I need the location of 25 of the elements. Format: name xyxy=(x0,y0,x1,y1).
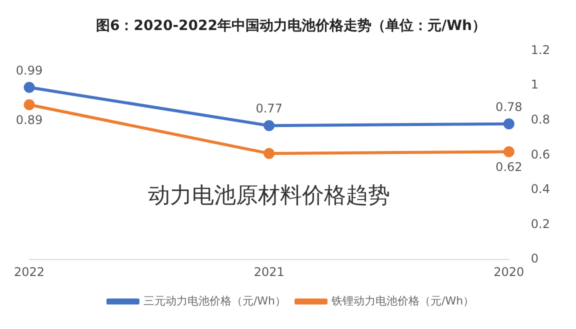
y-tick-label: 0.2 xyxy=(530,216,550,231)
y-tick-label: 1 xyxy=(530,78,539,92)
data-label: 0.62 xyxy=(496,160,522,174)
y-tick-label: 0.4 xyxy=(530,182,550,196)
data-label: 0.77 xyxy=(256,102,282,116)
data-label: 0.78 xyxy=(496,100,522,114)
y-tick-label: 0.6 xyxy=(530,147,550,162)
legend-label: 三元动力电池价格（元/Wh） xyxy=(143,294,286,308)
data-label: 0.99 xyxy=(16,63,43,78)
legend-label: 铁锂动力电池价格（元/Wh） xyxy=(330,294,474,308)
x-tick-label: 2021 xyxy=(254,264,284,279)
y-tick-label: 1.2 xyxy=(530,42,550,57)
y-tick-label: 0.8 xyxy=(530,112,550,127)
point xyxy=(264,120,275,132)
y-tick-label: 0 xyxy=(530,252,539,266)
data-label: 0.89 xyxy=(16,112,43,127)
chart-title: 图6：2020-2022年中国动力电池价格走势（单位：元/Wh） xyxy=(96,18,486,34)
x-tick-label: 2020 xyxy=(494,264,524,279)
point xyxy=(503,118,514,130)
x-tick-label: 2022 xyxy=(14,264,45,279)
point xyxy=(503,146,514,158)
point xyxy=(24,82,35,93)
annotation: 动力电池原材料价格趋势 xyxy=(148,184,390,209)
point xyxy=(264,148,275,159)
point xyxy=(24,99,35,110)
